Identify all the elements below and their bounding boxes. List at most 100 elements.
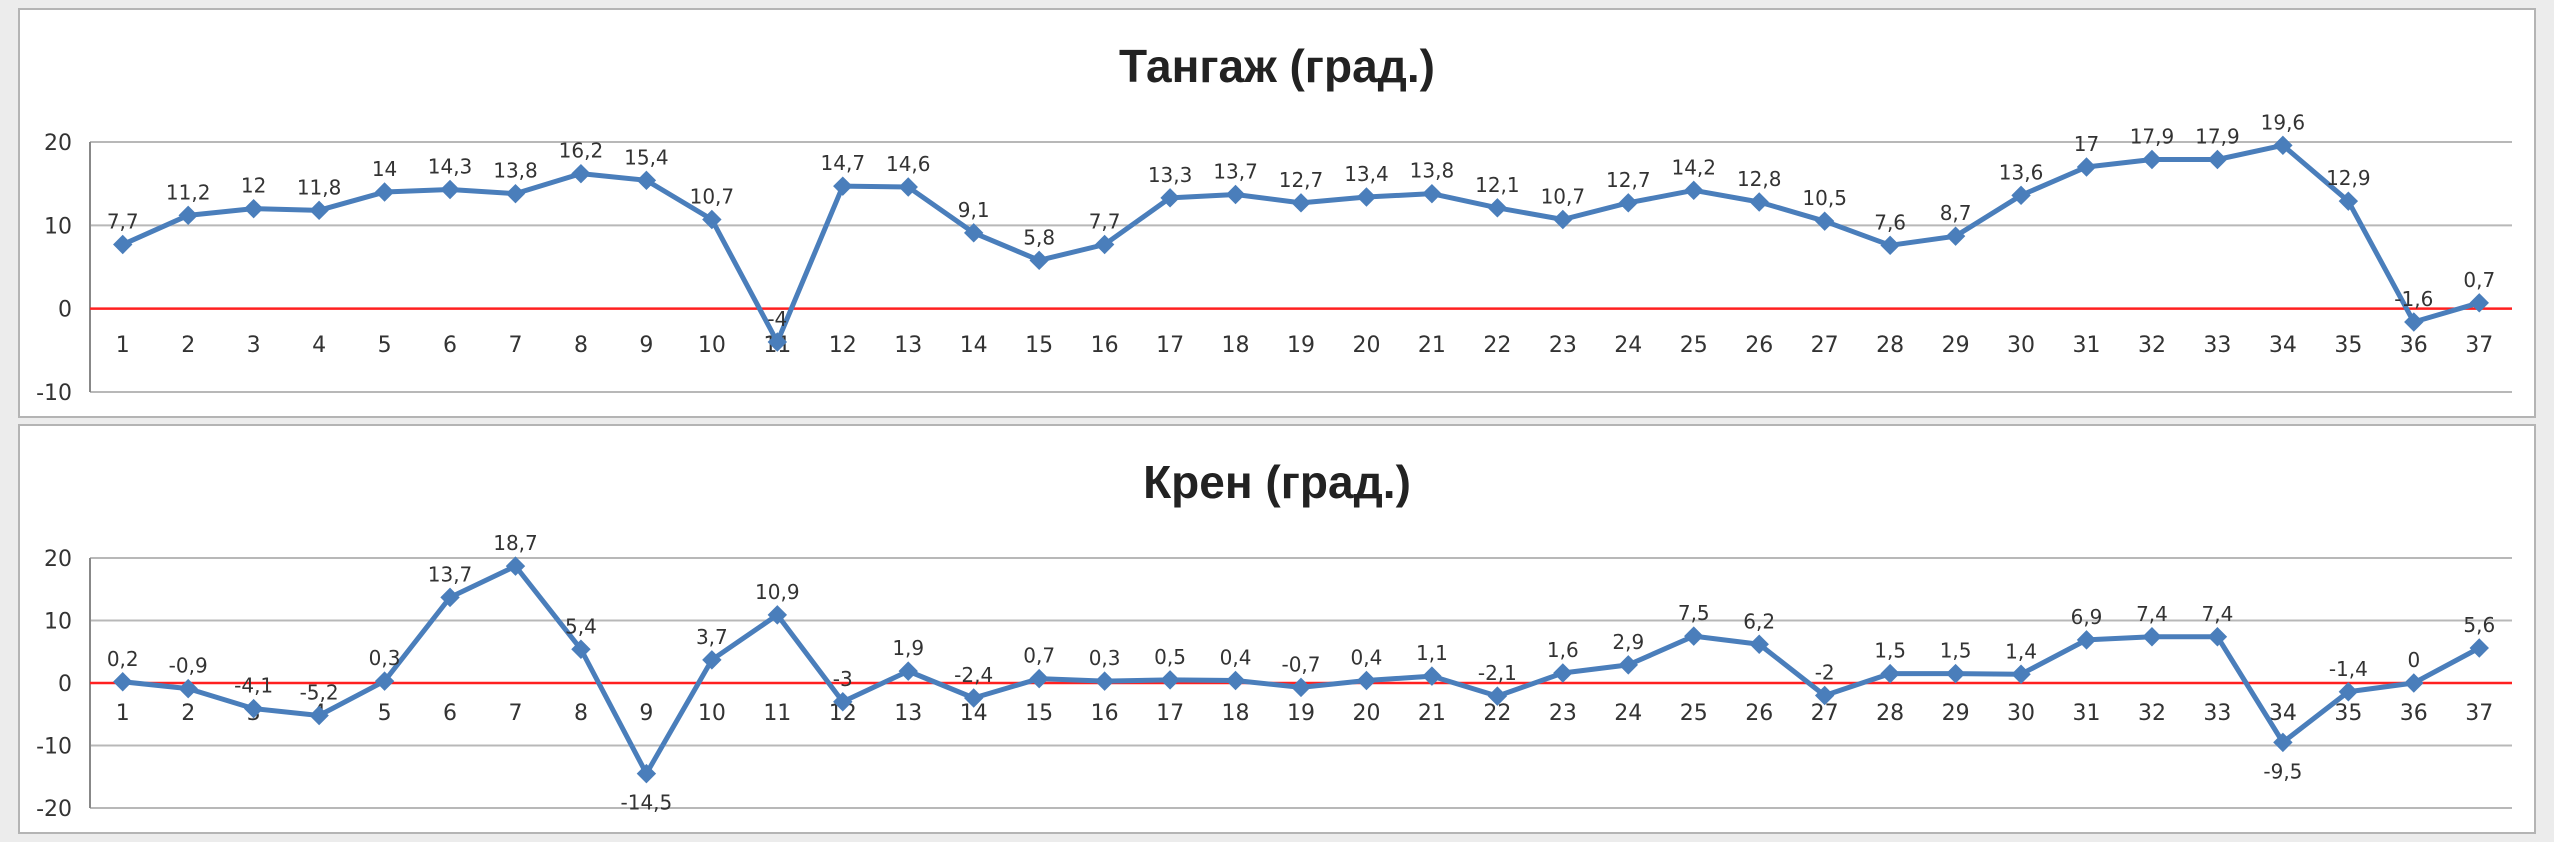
pitch-data-point (2076, 157, 2097, 177)
roll-data-point (963, 688, 984, 708)
pitch-data-point (1094, 234, 1115, 255)
pitch-x-tick-label: 36 (2400, 333, 2428, 358)
roll-data-label: 0,5 (1154, 645, 1186, 669)
pitch-y-tick-label: 0 (58, 298, 72, 323)
pitch-x-tick-label: 26 (1745, 333, 1773, 358)
roll-x-tick-label: 32 (2138, 701, 2166, 726)
pitch-data-label: 13,3 (1148, 163, 1193, 187)
pitch-data-point (2404, 312, 2424, 332)
roll-x-tick-label: 6 (443, 701, 457, 726)
pitch-data-label: 9,1 (958, 198, 990, 222)
pitch-x-tick-label: 13 (894, 333, 922, 358)
roll-data-point (1684, 626, 1704, 646)
pitch-data-label: 13,4 (1344, 162, 1389, 186)
roll-x-tick-label: 1 (116, 701, 130, 726)
roll-x-tick-label: 23 (1549, 701, 1577, 726)
pitch-x-tick-label: 3 (247, 333, 261, 358)
roll-data-point (898, 661, 918, 681)
roll-x-tick-label: 25 (1680, 701, 1708, 726)
pitch-data-label: 12 (241, 174, 266, 198)
roll-x-tick-label: 24 (1614, 701, 1642, 726)
roll-data-label: 1,5 (1940, 639, 1972, 663)
roll-chart: Крен (град.)-20-100102012345678910111213… (36, 456, 2512, 822)
roll-data-point (243, 698, 264, 719)
pitch-data-label: 13,8 (1410, 159, 1455, 183)
pitch-data-label: 19,6 (2261, 110, 2306, 134)
pitch-data-label: 10,7 (690, 185, 735, 209)
roll-data-point (505, 556, 526, 576)
roll-data-label: 3,7 (696, 625, 728, 649)
roll-data-label: 0,2 (107, 647, 139, 671)
pitch-data-label: 7,7 (107, 210, 139, 234)
pitch-data-label: 10,5 (1802, 186, 1847, 210)
roll-x-tick-label: 11 (763, 701, 791, 726)
pitch-data-point (963, 223, 984, 243)
roll-x-tick-label: 36 (2400, 701, 2428, 726)
pitch-data-point (1814, 211, 1835, 231)
pitch-data-point (309, 200, 329, 221)
roll-data-point (113, 672, 133, 692)
roll-data-point (1160, 670, 1180, 690)
pitch-data-label: 8,7 (1940, 201, 1972, 225)
roll-data-point (1553, 663, 1573, 683)
pitch-x-tick-label: 30 (2007, 333, 2035, 358)
roll-data-point (1225, 670, 1246, 691)
pitch-data-point (2011, 185, 2031, 206)
pitch-data-label: 12,9 (2326, 166, 2371, 190)
pitch-data-point (1749, 192, 1769, 212)
roll-x-tick-label: 31 (2073, 701, 2101, 726)
roll-y-tick-label: 10 (44, 610, 72, 635)
roll-data-point (1749, 634, 1769, 654)
pitch-data-label: 12,7 (1279, 168, 1324, 192)
pitch-x-tick-label: 6 (443, 333, 457, 358)
roll-data-point (2011, 664, 2031, 684)
roll-data-point (702, 650, 722, 670)
pitch-chart: Тангаж (град.)-1001020123456789101112131… (36, 40, 2512, 406)
roll-data-point (833, 692, 853, 712)
roll-data-label: -2 (1815, 661, 1835, 685)
pitch-x-tick-label: 24 (1614, 333, 1642, 358)
roll-data-label: 0,3 (369, 646, 401, 670)
roll-data-point (1356, 670, 1377, 691)
pitch-data-label: 0,7 (2463, 268, 2495, 292)
pitch-data-point (1291, 193, 1311, 213)
pitch-x-tick-label: 18 (1222, 333, 1250, 358)
pitch-data-label: 13,6 (1999, 160, 2044, 184)
pitch-x-tick-label: 5 (378, 333, 392, 358)
pitch-x-tick-label: 2 (181, 333, 195, 358)
pitch-x-tick-label: 7 (508, 333, 522, 358)
pitch-data-point (2469, 293, 2489, 313)
pitch-x-tick-label: 27 (1811, 333, 1839, 358)
roll-x-tick-label: 5 (378, 701, 392, 726)
pitch-x-tick-label: 28 (1876, 333, 1904, 358)
roll-data-point (767, 605, 788, 625)
roll-x-tick-label: 15 (1025, 701, 1053, 726)
roll-data-label: 5,6 (2463, 613, 2495, 637)
pitch-data-label: 11,8 (297, 175, 342, 199)
roll-data-label: 0,4 (1351, 646, 1383, 670)
pitch-data-point (636, 170, 657, 191)
roll-data-label: 0 (2407, 648, 2420, 672)
roll-data-label: -9,5 (2263, 759, 2302, 783)
roll-data-label: 0,3 (1089, 646, 1121, 670)
pitch-data-label: 14,3 (428, 155, 473, 179)
pitch-data-label: 17,9 (2130, 125, 2175, 149)
pitch-data-point (571, 163, 591, 184)
roll-x-tick-label: 37 (2465, 701, 2493, 726)
pitch-x-tick-label: 20 (1352, 333, 1380, 358)
pitch-data-point (1487, 198, 1508, 218)
pitch-x-tick-label: 9 (639, 333, 653, 358)
pitch-data-label: 14,7 (821, 151, 866, 175)
roll-data-point (1422, 666, 1442, 686)
pitch-data-point (1029, 250, 1049, 271)
roll-data-point (1487, 686, 1508, 706)
roll-data-point (2142, 627, 2162, 647)
roll-data-point (2207, 627, 2228, 647)
pitch-x-tick-label: 37 (2465, 333, 2493, 358)
roll-data-point (1945, 663, 1966, 684)
pitch-data-label: 17 (2074, 132, 2099, 156)
roll-chart-panel (18, 424, 2536, 834)
pitch-x-tick-label: 32 (2138, 333, 2166, 358)
roll-x-tick-label: 8 (574, 701, 588, 726)
